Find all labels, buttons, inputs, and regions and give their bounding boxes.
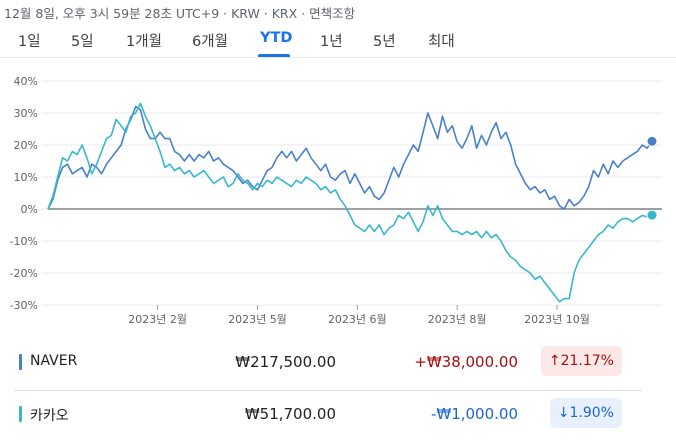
range-tab-max[interactable]: 최대 xyxy=(428,34,455,50)
series-line-kakao xyxy=(47,102,653,303)
x-tick-label: 2023년 2월 xyxy=(128,313,187,326)
series-line-naver xyxy=(47,105,653,210)
kakao-color-swatch xyxy=(19,406,22,422)
row-divider xyxy=(14,390,642,391)
x-tick-label: 2023년 5월 xyxy=(228,313,287,326)
stock-change: +₩38,000.00 xyxy=(414,353,518,371)
range-tab-1m[interactable]: 1개월 xyxy=(126,34,162,50)
comparison-line-chart[interactable]: 40%30%20%10%0%-10%-20%-30% 2023년 2월 2023년… xyxy=(0,62,676,342)
y-tick-label: 10% xyxy=(14,171,38,184)
chart-series xyxy=(47,102,658,303)
stock-price: ₩51,700.00 xyxy=(244,405,336,423)
range-tab-1d[interactable]: 1일 xyxy=(18,34,41,50)
x-tick-label: 2023년 8월 xyxy=(428,313,487,326)
naver-color-swatch xyxy=(19,354,22,370)
range-tab-5d[interactable]: 5일 xyxy=(71,34,94,50)
stock-row-naver[interactable]: NAVER ₩217,500.00 +₩38,000.00 ↑21.17% xyxy=(0,344,676,390)
timestamp-disclaimer: 12월 8일, 오후 3시 59분 28초 UTC+9 · KRW · KRX … xyxy=(4,6,356,21)
y-tick-label: 20% xyxy=(14,139,38,152)
range-tabs: 1일 5일 1개월 6개월 YTD 1년 5년 최대 xyxy=(0,30,676,60)
stock-price: ₩217,500.00 xyxy=(235,353,336,371)
x-tick-label: 2023년 6월 xyxy=(328,313,387,326)
y-tick-label: 30% xyxy=(14,107,38,120)
y-tick-label: 40% xyxy=(14,75,38,88)
range-tab-5y[interactable]: 5년 xyxy=(373,34,396,50)
percent-change-badge: ↓1.90% xyxy=(549,398,622,428)
tabs-divider xyxy=(0,57,676,58)
range-tab-1y[interactable]: 1년 xyxy=(320,34,343,50)
percent-change-badge: ↑21.17% xyxy=(540,346,622,376)
y-tick-label: -10% xyxy=(10,235,38,248)
range-tab-6m[interactable]: 6개월 xyxy=(192,34,228,50)
chart-x-axis: 2023년 2월 2023년 5월 2023년 6월 2023년 8월 2023년 10… xyxy=(128,305,590,326)
series-endpoint-kakao xyxy=(646,209,658,221)
stock-name: NAVER xyxy=(30,353,78,369)
stock-change: -₩1,000.00 xyxy=(430,405,518,423)
active-range-underline xyxy=(258,54,290,57)
y-tick-label: -30% xyxy=(10,299,38,312)
y-tick-label: 0% xyxy=(21,203,38,216)
stock-row-kakao[interactable]: 카카오 ₩51,700.00 -₩1,000.00 ↓1.90% xyxy=(0,396,676,442)
y-tick-label: -20% xyxy=(10,267,38,280)
chart-gridlines: 40% 30% 20% 10% 0% -10% -20% -30% xyxy=(10,75,662,312)
x-tick-label: 2023년 10월 xyxy=(524,313,590,326)
stock-name: 카카오 xyxy=(30,408,69,424)
range-tab-ytd[interactable]: YTD xyxy=(260,30,293,46)
series-endpoint-naver xyxy=(646,135,658,147)
